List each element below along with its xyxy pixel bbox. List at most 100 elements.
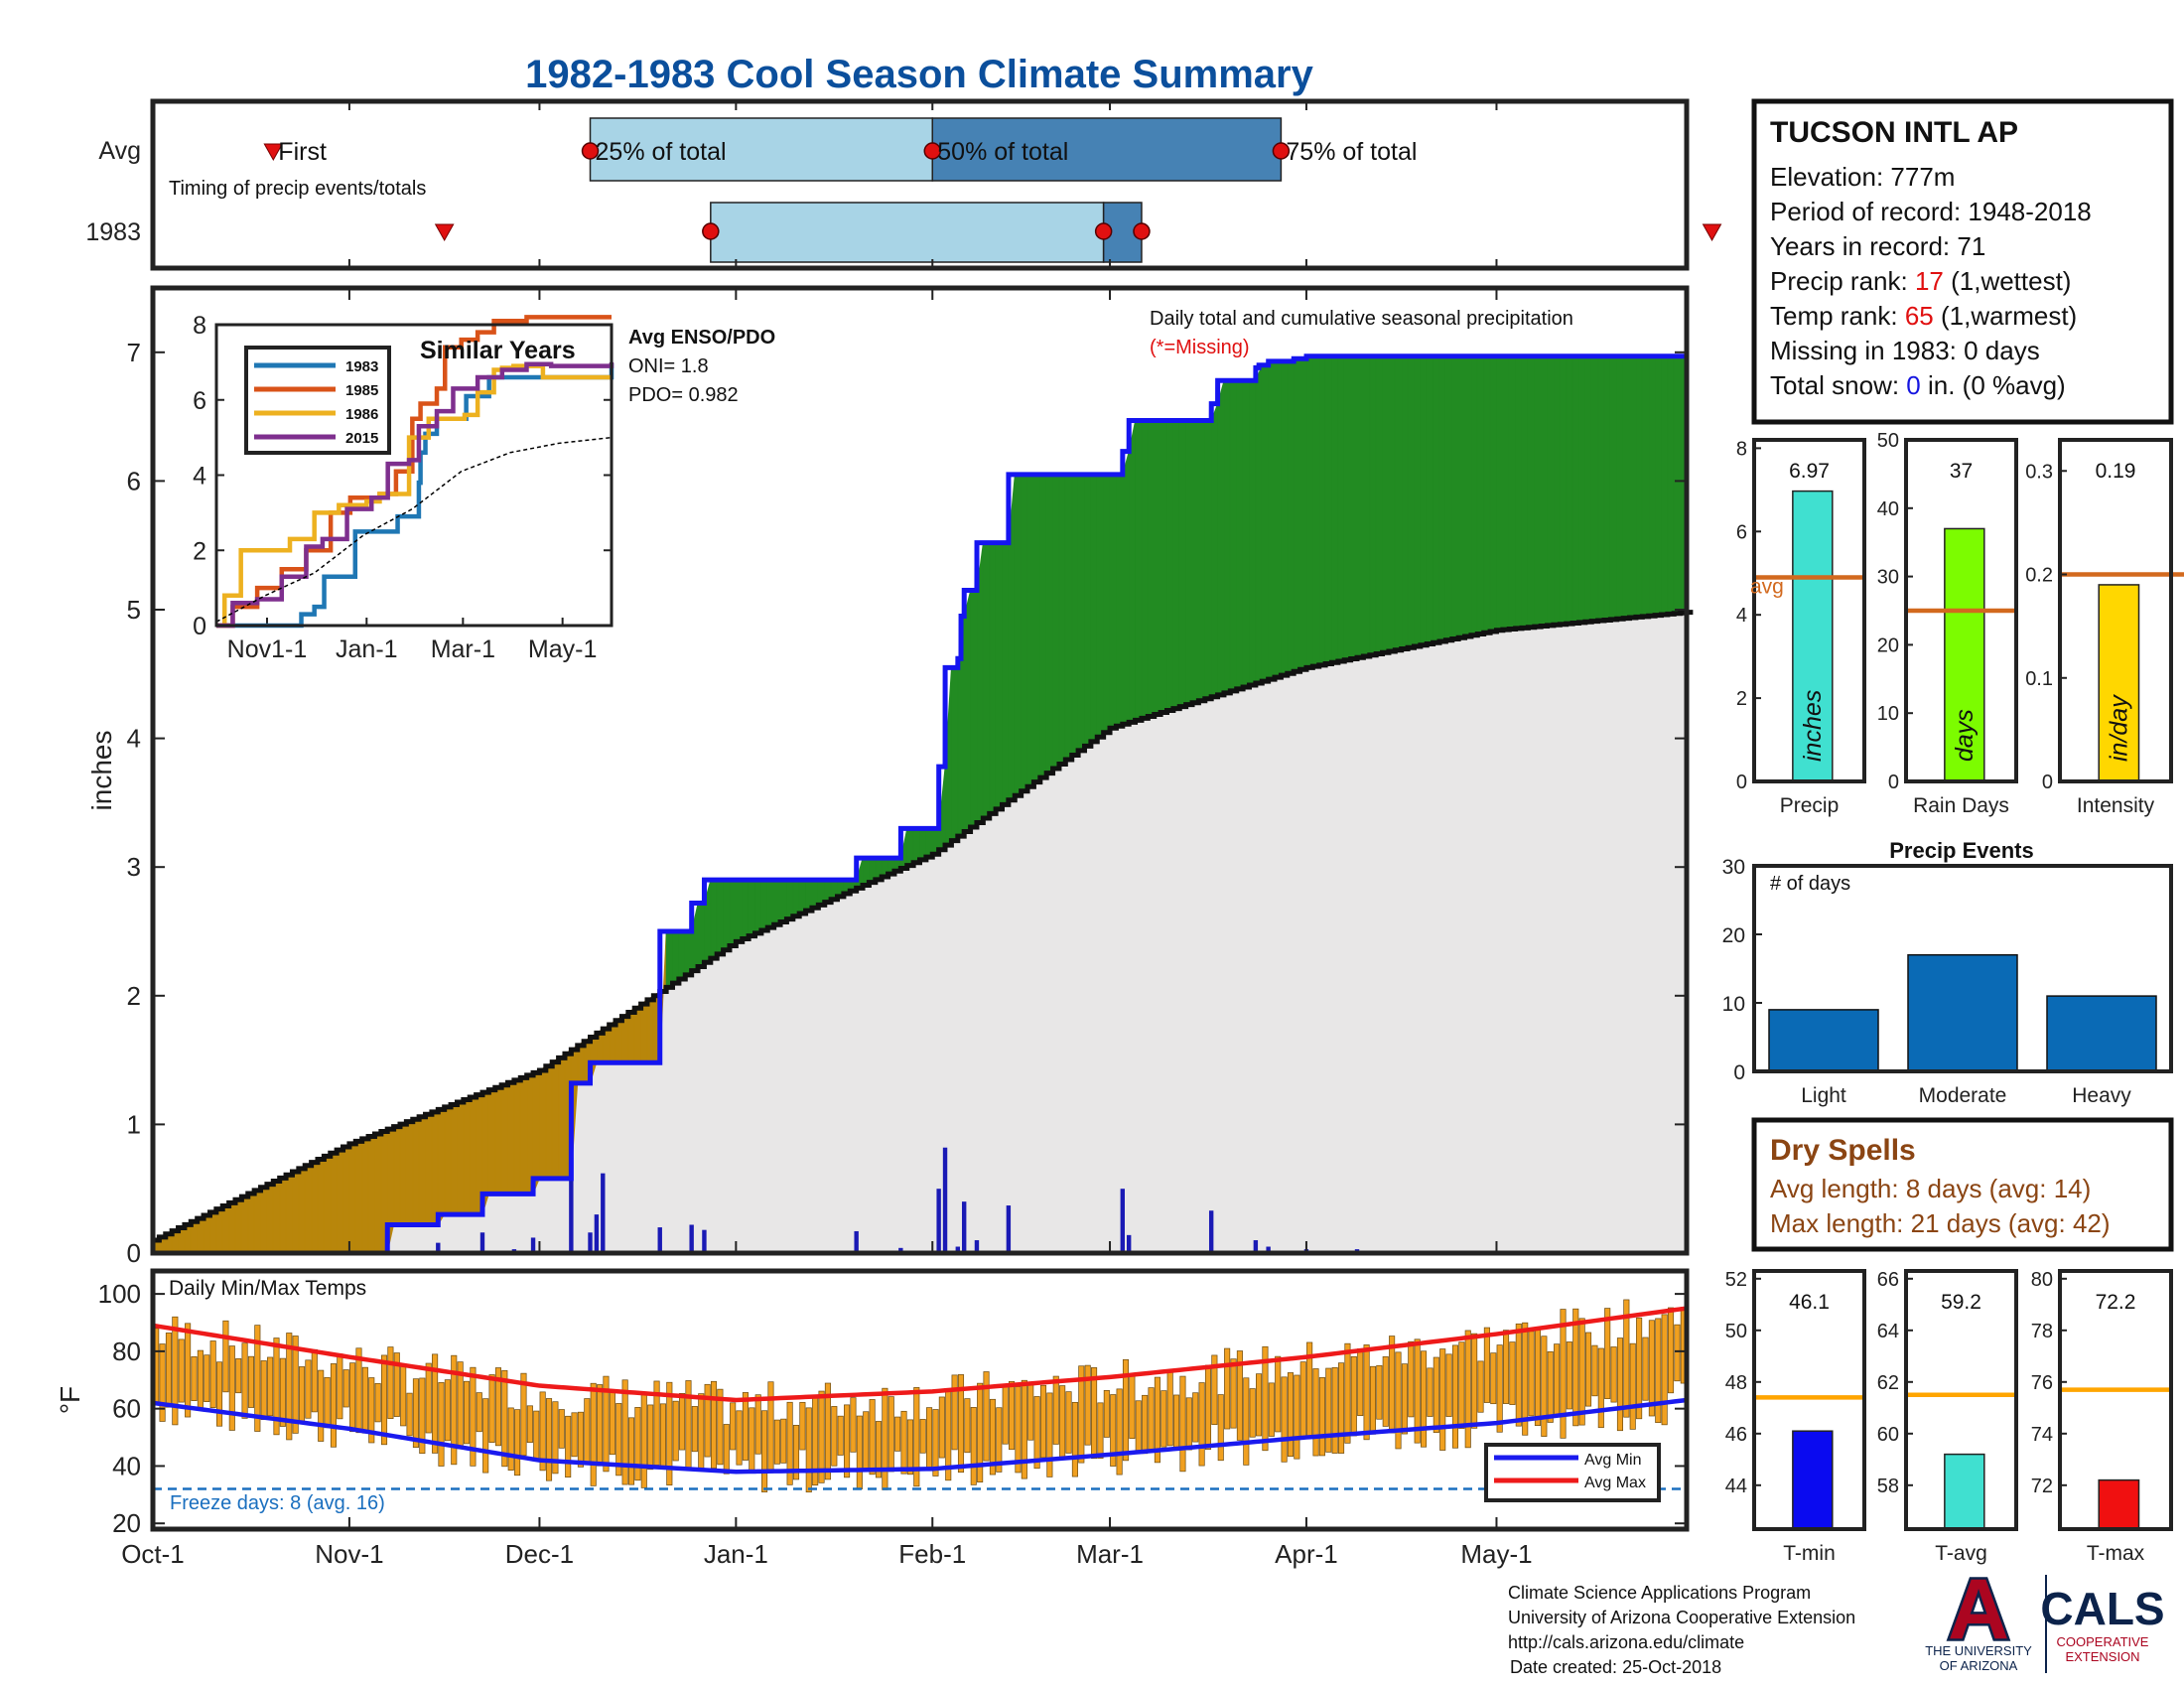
events-title: Precip Events [1889, 838, 2034, 863]
below-average-fill [323, 1152, 332, 1254]
frame-precip [1752, 438, 1866, 783]
above-average-fill [1559, 355, 1568, 626]
daily-temp-bar [571, 1412, 578, 1458]
daily-temp-bar [894, 1416, 901, 1452]
footer-line2: University of Arizona Cooperative Extens… [1508, 1608, 1855, 1627]
above-average-fill [1547, 355, 1555, 627]
avg-min-temp-line [152, 1397, 1688, 1475]
above-average-fill [1147, 420, 1156, 717]
daily-temp-bar [419, 1377, 426, 1455]
inset-xtick-label: Jan-1 [336, 635, 398, 663]
daily-temp-bar [514, 1409, 521, 1477]
ytick-label-intensity: 0.1 [2025, 668, 2053, 690]
timing-avg-bar-25-50 [589, 117, 934, 182]
timing-row-1983-label: 1983 [85, 218, 141, 246]
daily-temp-bar [1224, 1347, 1231, 1430]
ytick-label-t-max: 80 [2031, 1269, 2053, 1291]
season-xtick-label: Feb-1 [898, 1539, 966, 1569]
daily-temp-bar [368, 1377, 375, 1444]
daily-temp-bar [1084, 1364, 1091, 1446]
daily-temp-bar [361, 1366, 368, 1434]
daily-temp-bar [1110, 1394, 1117, 1467]
daily-temp-bar [1496, 1344, 1503, 1433]
above-average-fill [1508, 355, 1517, 630]
daily-temp-bar [482, 1398, 489, 1474]
cumulative-1983-line [153, 353, 1687, 1256]
daily-precip-bar [955, 1246, 961, 1253]
above-average-fill [1103, 474, 1111, 734]
bottom-label-intensity: Intensity [2077, 794, 2155, 817]
enso-pdo: PDO= 0.982 [628, 384, 739, 406]
daily-temp-bar [565, 1415, 572, 1478]
above-average-fill [1457, 355, 1465, 638]
above-average-fill [1578, 355, 1586, 624]
daily-temp-bar [1655, 1318, 1662, 1424]
below-average-fill [374, 1130, 382, 1254]
bottom-label-rain-days: Rain Days [1913, 794, 2009, 817]
above-average-fill [1287, 360, 1295, 674]
bottom-label-t-avg: T-avg [1935, 1542, 1987, 1565]
ytick-label-precip: 4 [1736, 605, 1747, 627]
daily-temp-bar [1483, 1327, 1490, 1403]
season-xtick-label: Nov-1 [315, 1539, 383, 1569]
inset-legend-label: 1986 [345, 406, 378, 423]
daily-temp-bar [380, 1354, 388, 1446]
daily-temp-bar [627, 1417, 635, 1485]
above-average-fill [1502, 355, 1510, 631]
above-average-fill [1667, 355, 1675, 615]
above-average-fill [1622, 355, 1630, 620]
daily-temp-bar [1604, 1308, 1611, 1399]
above-average-fill [1109, 474, 1117, 729]
above-average-fill [1483, 355, 1491, 633]
daily-temp-bar [558, 1409, 565, 1449]
cals-logo-text: CALS [2040, 1583, 2164, 1634]
above-average-fill [1337, 355, 1345, 662]
daily-temp-bar [552, 1401, 559, 1475]
above-average-fill [1369, 355, 1377, 656]
daily-temp-bar [882, 1387, 888, 1490]
daily-precip-bar [1006, 1205, 1012, 1253]
below-average-fill [354, 1138, 363, 1254]
frame-intensity [2058, 438, 2173, 783]
above-average-fill [1407, 355, 1415, 648]
small-bar-panels: 6.9702468inchesavgPrecip3701020304050day… [1725, 430, 2184, 1565]
above-average-fill [1116, 474, 1124, 727]
daily-temp-bar [1268, 1382, 1275, 1437]
inset-frame [214, 323, 614, 628]
temps-title: Daily Min/Max Temps [169, 1277, 366, 1300]
ytick-label-t-min: 52 [1725, 1269, 1747, 1291]
daily-temp-bar [1148, 1387, 1155, 1453]
ytick-label-t-avg: 64 [1877, 1321, 1899, 1342]
below-average-fill [292, 1168, 300, 1254]
daily-temp-bar [451, 1354, 458, 1466]
main-ytick-label: 1 [127, 1109, 141, 1139]
above-average-fill [1077, 474, 1085, 752]
daily-temp-bar [260, 1360, 267, 1421]
daily-temp-bar [1350, 1355, 1357, 1437]
ytick-label-intensity: 0.3 [2025, 461, 2053, 483]
inset-legend-label: 1983 [345, 358, 378, 375]
daily-temp-bar [906, 1419, 913, 1476]
above-average-fill [729, 879, 737, 947]
daily-temp-bar [863, 1411, 870, 1472]
temps-frame [150, 1268, 1690, 1532]
temps-ylabel: °F [55, 1386, 85, 1414]
below-average-fill [330, 1149, 338, 1254]
above-average-fill [697, 903, 705, 968]
above-average-fill [951, 666, 959, 842]
above-average-fill [1451, 355, 1459, 639]
precip-main-panel: inches 0 1 2 3 4 5 6 7 Daily total and cumulati… [86, 285, 1694, 1268]
above-average-fill [1648, 355, 1656, 617]
below-average-fill [513, 1076, 521, 1195]
daily-temp-bar [1287, 1372, 1295, 1458]
below-average-fill [545, 1060, 553, 1180]
daily-temp-bar [1642, 1336, 1649, 1401]
daily-temp-bar [1661, 1314, 1668, 1426]
daily-temp-bar [710, 1380, 718, 1469]
above-average-fill [1268, 360, 1276, 680]
daily-temp-bar [584, 1398, 591, 1465]
daily-precip-bar [436, 1242, 441, 1253]
avg-max-temp-line [152, 1306, 1688, 1403]
daily-temp-bar [1636, 1317, 1643, 1420]
above-average-fill [1318, 355, 1326, 666]
